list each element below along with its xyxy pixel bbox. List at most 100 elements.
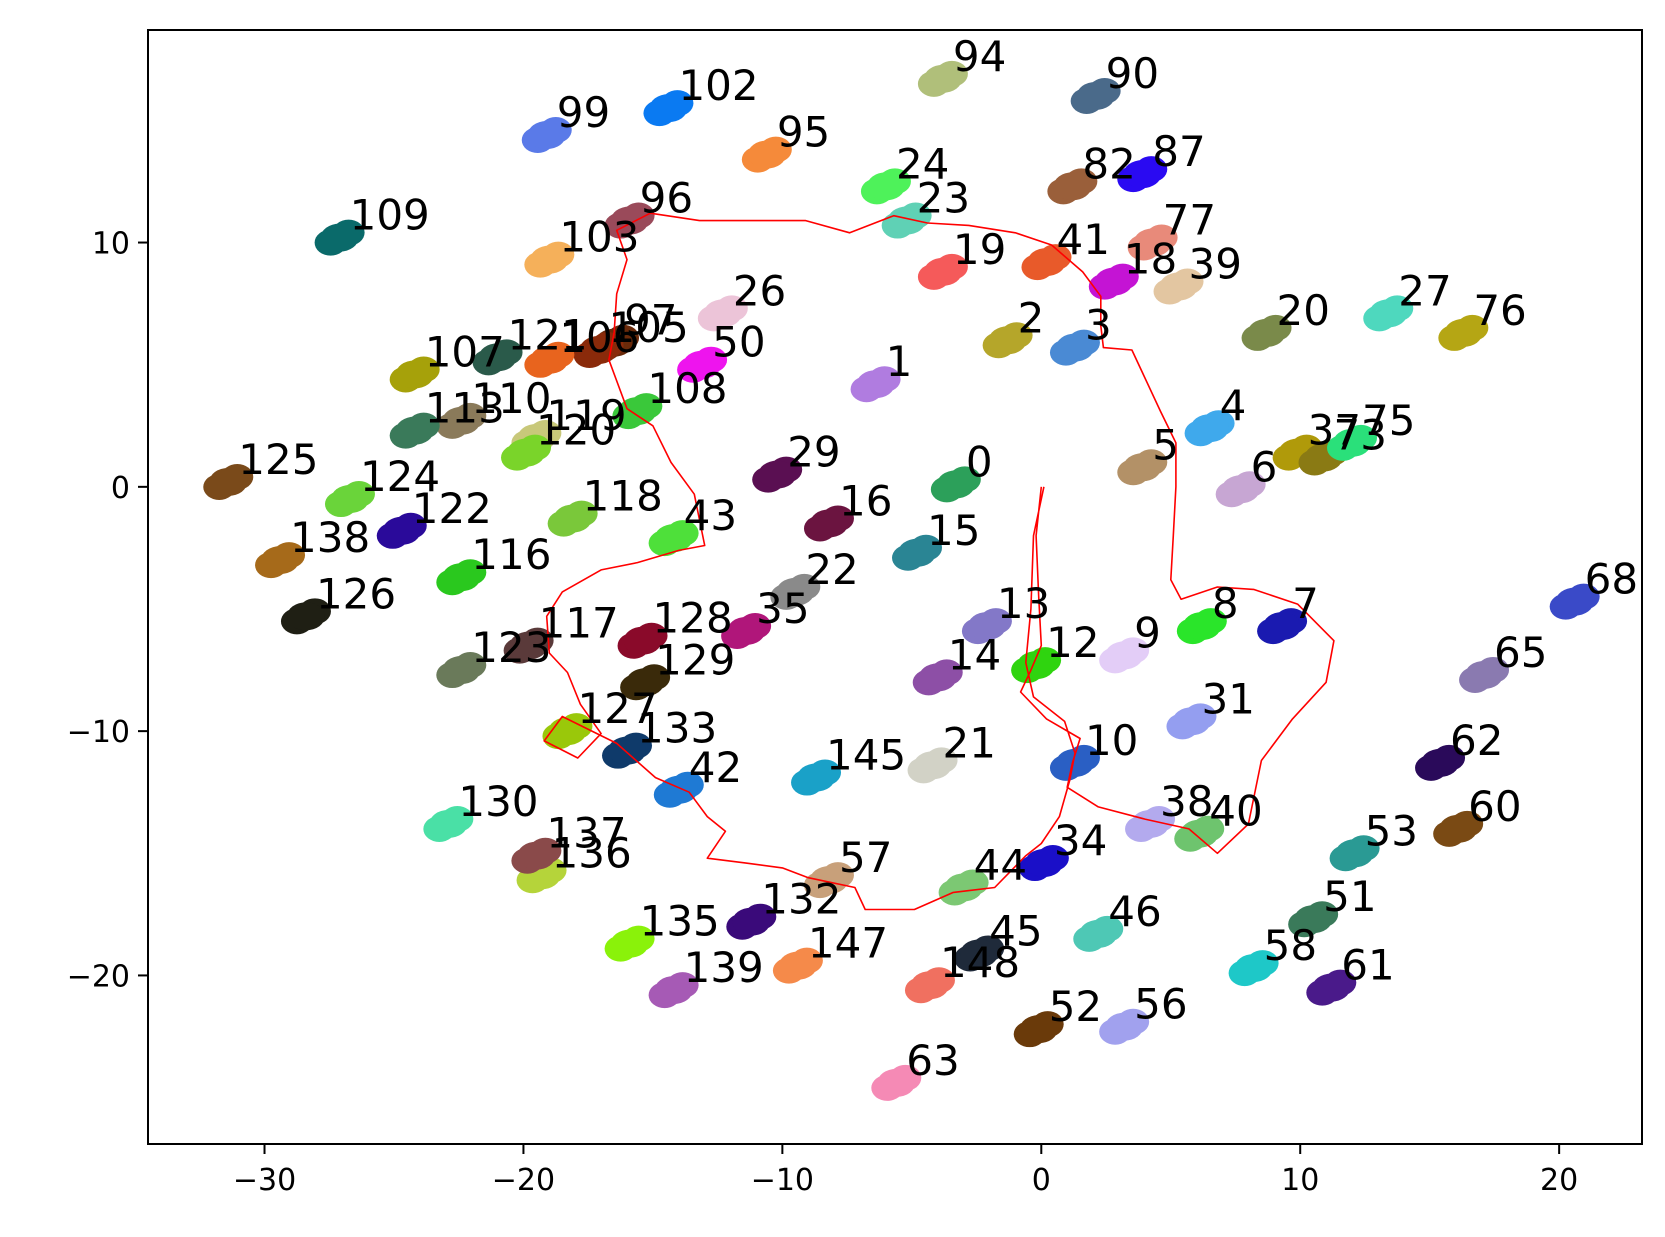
cluster-label: 19 [953,225,1006,274]
cluster-point [988,326,1027,355]
cluster-point [727,616,766,645]
cluster-point [1421,748,1460,777]
cluster-point [1019,1015,1058,1044]
cluster-point [936,470,975,499]
cluster-point [683,350,722,379]
cluster-label: 125 [238,435,318,484]
cluster-108 [612,393,663,430]
cluster-point [320,223,359,252]
cluster-point [618,397,657,426]
cluster-147 [772,947,823,984]
cluster-label: 6 [1251,442,1278,491]
cluster-point [918,663,957,692]
cluster-37 [1272,434,1323,471]
cluster-26 [697,295,748,332]
cluster-label: 43 [684,491,737,540]
cluster-point [1182,612,1221,641]
x-tick-label: 0 [1032,1163,1051,1198]
cluster-22 [770,573,821,610]
cluster-52 [1013,1011,1064,1048]
cluster-label: 109 [350,191,430,240]
cluster-122 [376,512,427,549]
cluster-label: 129 [655,635,735,684]
cluster-label: 62 [1450,716,1503,765]
cluster-point [1333,428,1372,457]
cluster-point [877,1068,916,1097]
cluster-point [1079,919,1118,948]
x-tick-label: −30 [233,1163,296,1198]
cluster-point [509,631,548,660]
cluster-point [395,416,434,445]
cluster-point [649,94,688,123]
cluster-label: 116 [471,530,551,579]
cluster-point [887,206,926,235]
cluster-point [1172,707,1211,736]
cluster-label: 4 [1220,381,1247,430]
cluster-label: 35 [756,584,809,633]
cluster-point [382,516,421,545]
cluster-label: 26 [733,266,786,315]
cluster-40 [1174,815,1225,852]
cluster-12 [1011,647,1062,684]
cluster-63 [871,1064,922,1101]
cluster-51 [1288,901,1339,938]
cluster-label: 117 [539,599,619,648]
cluster-point [1555,587,1594,616]
cluster-label: 0 [966,437,993,486]
cluster-label: 31 [1201,674,1254,723]
cluster-2 [982,322,1033,359]
cluster-label: 52 [1049,982,1102,1031]
cluster-point [1131,809,1170,838]
cluster-point [1094,267,1133,296]
cluster-point [1123,160,1162,189]
cluster-61 [1306,969,1357,1006]
cluster-16 [803,505,854,542]
cluster-106 [524,341,575,378]
cluster-point [732,907,771,936]
cluster-1 [850,366,901,403]
cluster-43 [648,520,699,557]
cluster-120 [501,434,552,471]
cluster-19 [917,253,968,290]
cluster-point [1444,318,1483,347]
cluster-point [1105,641,1144,670]
y-tick-label: −20 [67,959,130,994]
cluster-65 [1459,656,1510,693]
cluster-133 [602,732,653,769]
cluster-34 [1018,845,1069,882]
cluster-point [527,121,566,150]
x-tick-label: −20 [492,1163,555,1198]
cluster-point [1465,660,1504,689]
cluster-103 [524,241,575,278]
cluster-point [610,929,649,958]
cluster-label: 63 [906,1036,959,1085]
cluster-label: 77 [1163,196,1216,245]
cluster-18 [1088,263,1139,300]
cluster-label: 120 [536,406,616,455]
cluster-label: 102 [678,61,758,110]
cluster-label: 7 [1292,579,1319,628]
cluster-96 [604,202,655,239]
cluster-124 [324,481,375,518]
cluster-126 [280,598,331,635]
cluster-128 [617,622,668,659]
cluster-point [209,467,248,496]
cluster-116 [436,559,487,596]
cluster-point [507,438,546,467]
cluster-56 [1099,1008,1150,1045]
cluster-35 [721,612,772,649]
cluster-77 [1127,224,1178,261]
cluster-9 [1099,637,1150,674]
cluster-point [429,809,468,838]
cluster-label: 15 [927,506,980,555]
y-tick-label: −10 [67,715,130,750]
cluster-95 [741,136,792,173]
cluster-label: 9 [1134,608,1161,657]
cluster-label: 113 [425,384,505,433]
cluster-label: 20 [1277,286,1330,335]
cluster-label: 137 [546,809,626,858]
cluster-46 [1073,915,1124,952]
cluster-5 [1117,449,1168,486]
